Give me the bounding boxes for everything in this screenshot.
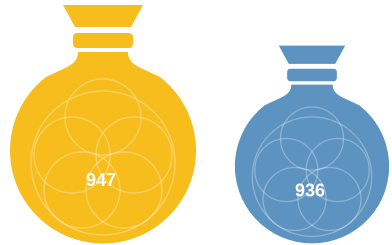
bag-body (235, 85, 389, 244)
chart: 947 936 (0, 0, 392, 245)
value-label: 936 (295, 180, 325, 200)
bag-body (10, 52, 196, 243)
medal-bag (10, 5, 196, 243)
bag-top (63, 5, 143, 27)
bag-top (279, 46, 345, 64)
bag-band (287, 69, 337, 81)
value-label: 947 (86, 170, 116, 190)
medal-bag (235, 46, 389, 244)
bag-band (73, 33, 133, 48)
